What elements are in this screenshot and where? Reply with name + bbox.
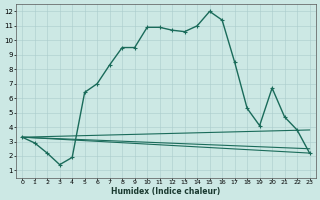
X-axis label: Humidex (Indice chaleur): Humidex (Indice chaleur): [111, 187, 220, 196]
